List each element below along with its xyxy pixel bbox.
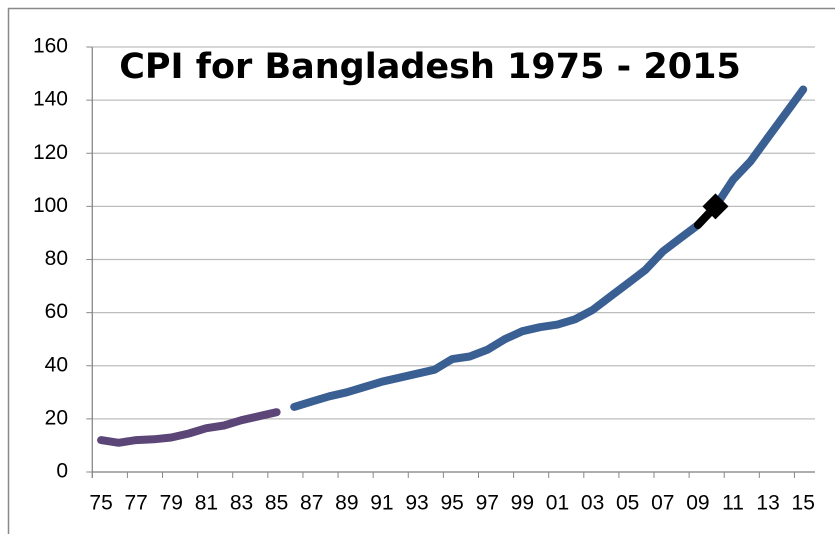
x-tick-label: 85 [265, 492, 288, 515]
series-line [290, 85, 808, 411]
x-tick-label: 87 [300, 492, 323, 515]
x-tick-label: 83 [230, 492, 253, 515]
x-tick-label: 05 [616, 492, 639, 515]
x-tick-label: 11 [722, 492, 744, 515]
series-line [97, 408, 281, 447]
x-tick-label: 01 [546, 492, 569, 515]
y-tick-label: 80 [45, 247, 68, 270]
x-tick-label: 99 [511, 492, 534, 515]
y-tick-label: 160 [33, 35, 68, 58]
y-tick-label: 40 [45, 353, 68, 376]
x-tick-label: 91 [370, 492, 393, 515]
chart-title: CPI for Bangladesh 1975 - 2015 [119, 47, 741, 87]
x-tick-label: 81 [195, 492, 218, 515]
y-tick-label: 20 [45, 406, 68, 429]
point-marker [702, 193, 729, 220]
x-tick-label: 93 [405, 492, 428, 515]
x-tick-label: 07 [651, 492, 674, 515]
x-tick-label: 89 [335, 492, 358, 515]
y-tick-label: 140 [33, 88, 68, 111]
x-tick-label: 15 [792, 492, 815, 515]
y-tick-label: 120 [33, 141, 68, 164]
x-tick-label: 77 [125, 492, 148, 515]
y-tick-label: 60 [45, 300, 68, 323]
y-tick-label: 0 [56, 460, 68, 483]
x-tick-label: 03 [581, 492, 604, 515]
y-tick-label: 100 [33, 194, 68, 217]
x-tick-label: 09 [686, 492, 709, 515]
chart-border [7, 7, 835, 534]
x-tick-label: 13 [756, 492, 779, 515]
x-tick-label: 75 [89, 492, 112, 515]
x-tick-label: 95 [440, 492, 463, 515]
x-tick-label: 97 [476, 492, 499, 515]
x-tick-label: 79 [160, 492, 183, 515]
